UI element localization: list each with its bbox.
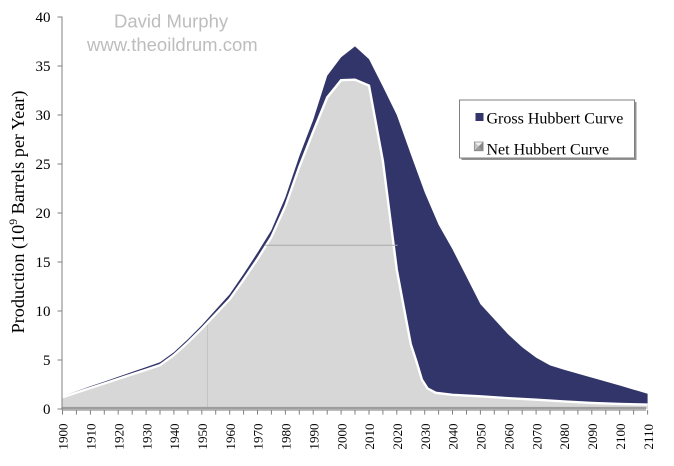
svg-text:0: 0: [43, 402, 51, 418]
svg-text:1950: 1950: [195, 423, 210, 450]
svg-text:2030: 2030: [418, 423, 433, 450]
svg-text:David Murphy: David Murphy: [114, 11, 229, 32]
svg-text:1920: 1920: [111, 423, 126, 450]
svg-text:40: 40: [36, 10, 51, 26]
svg-text:2100: 2100: [613, 423, 628, 450]
svg-text:1910: 1910: [84, 423, 99, 450]
svg-text:2070: 2070: [529, 423, 544, 450]
svg-text:35: 35: [36, 59, 51, 75]
svg-text:1930: 1930: [139, 423, 154, 450]
svg-text:2020: 2020: [390, 423, 405, 450]
svg-text:1940: 1940: [167, 423, 182, 450]
svg-text:2010: 2010: [362, 423, 377, 450]
svg-text:20: 20: [36, 206, 51, 222]
svg-text:Production (109 Barrels per Ye: Production (109 Barrels per Year): [6, 91, 29, 334]
svg-text:1980: 1980: [279, 423, 294, 450]
svg-text:5: 5: [43, 353, 51, 369]
svg-text:2040: 2040: [446, 423, 461, 450]
svg-text:2090: 2090: [585, 423, 600, 450]
svg-text:10: 10: [36, 304, 51, 320]
svg-text:1900: 1900: [56, 423, 71, 450]
svg-text:1970: 1970: [251, 423, 266, 450]
svg-text:2050: 2050: [474, 423, 489, 450]
svg-text:2000: 2000: [334, 423, 349, 450]
svg-text:Net Hubbert Curve: Net Hubbert Curve: [487, 142, 610, 159]
svg-text:25: 25: [36, 157, 51, 173]
svg-text:1960: 1960: [223, 423, 238, 450]
svg-text:2080: 2080: [557, 423, 572, 450]
svg-text:Gross Hubbert Curve: Gross Hubbert Curve: [487, 111, 624, 128]
svg-text:15: 15: [36, 255, 51, 271]
svg-text:www.theoildrum.com: www.theoildrum.com: [86, 34, 258, 55]
svg-text:1990: 1990: [306, 423, 321, 450]
svg-text:30: 30: [36, 108, 51, 124]
svg-text:2110: 2110: [641, 423, 656, 449]
svg-text:2060: 2060: [502, 423, 517, 450]
